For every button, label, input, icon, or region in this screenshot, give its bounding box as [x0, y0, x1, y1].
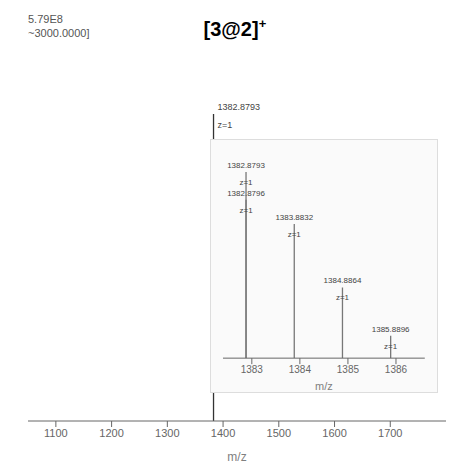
svg-text:1382.8793: 1382.8793	[227, 161, 265, 170]
svg-text:1200: 1200	[99, 427, 123, 439]
html-text:~3000.0000]: ~3000.0000]	[28, 27, 90, 39]
svg-text:1386: 1386	[385, 364, 408, 375]
svg-text:1600: 1600	[322, 427, 346, 439]
svg-text:z=1: z=1	[384, 341, 398, 350]
html-text:5.79E8: 5.79E8	[28, 13, 63, 25]
svg-text:1384.8864: 1384.8864	[323, 276, 361, 285]
svg-text:1300: 1300	[155, 427, 179, 439]
svg-text:1382.8793: 1382.8793	[218, 102, 261, 112]
svg-text:1385.8896: 1385.8896	[372, 324, 410, 333]
html-text:[3@2]+: [3@2]+	[203, 16, 267, 40]
svg-text:z=1: z=1	[288, 230, 302, 239]
svg-text:1400: 1400	[211, 427, 235, 439]
svg-text:z=1: z=1	[239, 178, 253, 187]
svg-text:m/z: m/z	[227, 450, 246, 464]
svg-text:1500: 1500	[267, 427, 291, 439]
svg-text:z=1: z=1	[336, 293, 350, 302]
svg-text:z=1: z=1	[239, 205, 253, 214]
svg-text:1383.8832: 1383.8832	[275, 213, 313, 222]
svg-text:m/z: m/z	[315, 380, 333, 392]
svg-text:1100: 1100	[44, 427, 68, 439]
svg-text:1382.8796: 1382.8796	[227, 188, 265, 197]
svg-text:1700: 1700	[378, 427, 402, 439]
svg-text:1384: 1384	[289, 364, 312, 375]
svg-text:1383: 1383	[241, 364, 264, 375]
svg-text:1385: 1385	[337, 364, 360, 375]
svg-text:z=1: z=1	[218, 120, 233, 130]
